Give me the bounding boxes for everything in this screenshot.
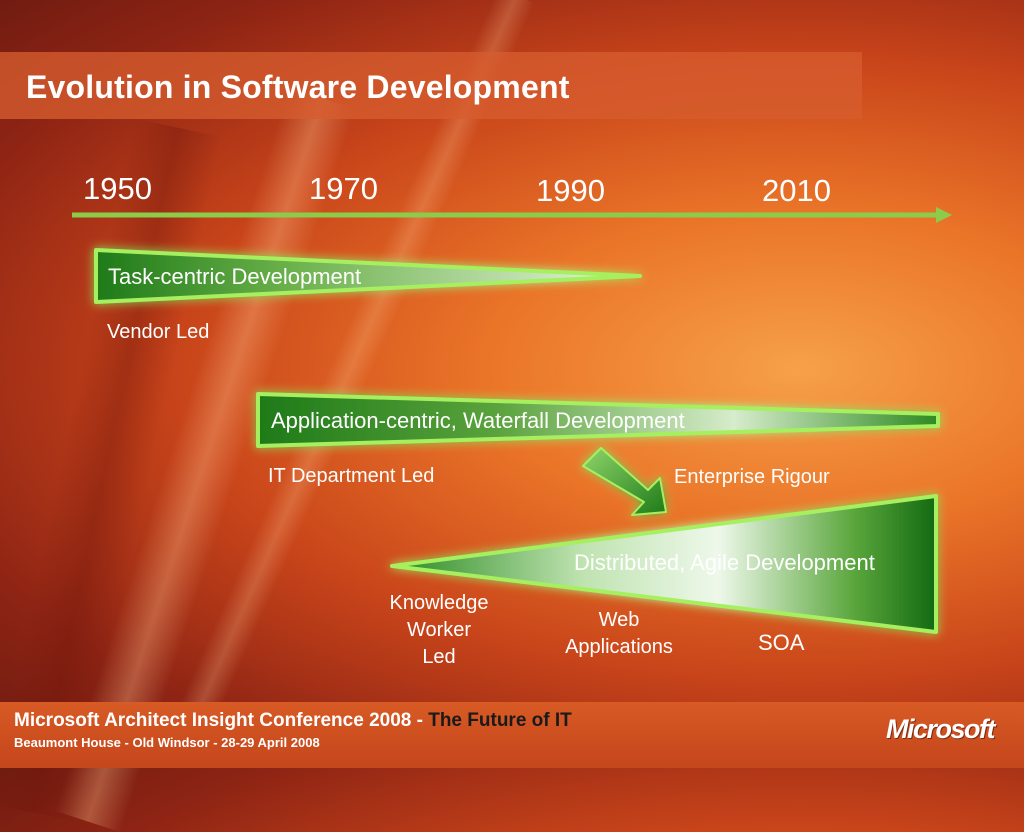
web-applications-label: Web Applications [565,609,673,658]
distributed-agile-label: Distributed, Agile Development [574,550,875,575]
application-centric-wedge [256,392,940,448]
enterprise-rigour-label: Enterprise Rigour [674,466,830,488]
transition-arrow-icon [582,447,667,516]
soa-label: SOA [758,630,805,655]
timeline-arrow [72,207,952,223]
conference-tagline: The Future of IT [428,710,572,731]
footer-bar [0,702,1024,768]
knowledge-worker-led-label: Knowledge Worker Led [389,592,489,668]
vendor-led-label: Vendor Led [107,321,210,343]
task-centric-wedge [94,248,642,304]
task-centric-label: Task-centric Development [108,264,362,289]
distributed-agile-wedge [390,494,938,634]
microsoft-logo: Microsoft [886,714,996,744]
page-title: Evolution in Software Development [26,69,570,105]
conference-details: Beaumont House - Old Windsor - 28-29 Apr… [14,735,320,750]
it-department-led-label: IT Department Led [268,465,435,487]
year-label-1970: 1970 [309,171,378,206]
year-label-1950: 1950 [83,171,152,206]
title-bar [0,52,862,119]
application-centric-label: Application-centric, Waterfall Developme… [271,408,685,433]
year-label-1990: 1990 [536,173,605,208]
year-label-2010: 2010 [762,173,831,208]
conference-name: Microsoft Architect Insight Conference 2… [14,710,572,731]
evolution-diagram [72,207,952,634]
